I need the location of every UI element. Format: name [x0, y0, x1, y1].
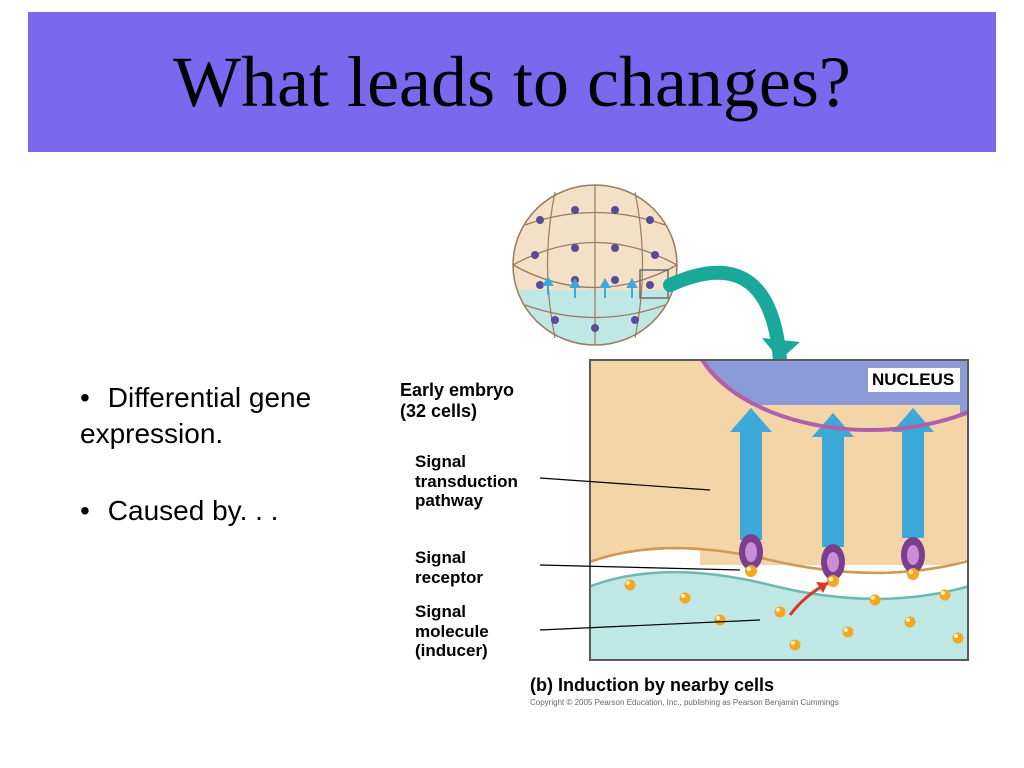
nucleus-label: NUCLEUS [872, 370, 954, 390]
bullet-text: Caused by. . . [108, 495, 279, 526]
embryo-sphere [510, 180, 680, 350]
bullet-item: • Differential gene expression. [80, 380, 400, 453]
receptor-icon [739, 534, 763, 570]
bullet-dot-icon: • [80, 380, 100, 416]
embryo-label: Early embryo (32 cells) [400, 380, 514, 421]
page-title: What leads to changes? [173, 41, 851, 124]
zoom-arrow-icon [670, 273, 800, 360]
copyright-text: Copyright © 2005 Pearson Education, Inc.… [530, 698, 839, 707]
title-bar: What leads to changes? [28, 12, 996, 152]
induction-diagram: Early embryo (32 cells) NUCLEUS Signal t… [410, 170, 990, 730]
bullet-dot-icon: • [80, 493, 100, 529]
signal-molecule-label: Signal molecule (inducer) [415, 602, 489, 661]
panel-caption: (b) Induction by nearby cells [530, 675, 774, 696]
diagram-svg [410, 170, 990, 730]
bullet-text: Differential gene expression. [80, 382, 311, 449]
bullet-item: • Caused by. . . [80, 493, 400, 529]
signal-transduction-label: Signal transduction pathway [415, 452, 518, 511]
signal-receptor-label: Signal receptor [415, 548, 483, 587]
bullet-list: • Differential gene expression. • Caused… [80, 380, 400, 569]
